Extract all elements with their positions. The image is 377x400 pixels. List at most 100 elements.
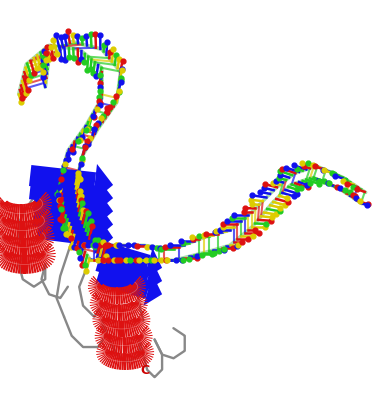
Point — [273, 211, 279, 218]
Polygon shape — [114, 352, 119, 369]
Point — [24, 76, 30, 82]
Polygon shape — [0, 235, 11, 252]
Point — [216, 248, 222, 254]
Point — [257, 189, 263, 195]
Polygon shape — [36, 230, 53, 240]
Polygon shape — [36, 252, 46, 270]
Polygon shape — [128, 353, 132, 370]
Point — [173, 257, 179, 264]
Polygon shape — [0, 201, 8, 212]
Point — [88, 30, 94, 37]
Polygon shape — [110, 287, 114, 304]
Point — [332, 173, 338, 179]
Polygon shape — [110, 304, 115, 321]
Point — [28, 71, 34, 78]
Polygon shape — [4, 236, 13, 254]
Polygon shape — [37, 252, 50, 267]
Polygon shape — [98, 350, 112, 360]
Polygon shape — [126, 320, 130, 337]
Polygon shape — [134, 318, 150, 321]
Polygon shape — [35, 235, 45, 253]
Polygon shape — [0, 228, 11, 241]
Point — [18, 99, 24, 105]
Point — [81, 242, 87, 248]
Polygon shape — [97, 348, 113, 354]
Polygon shape — [17, 204, 20, 223]
Point — [350, 191, 356, 198]
Polygon shape — [97, 351, 113, 358]
Polygon shape — [6, 203, 13, 222]
Polygon shape — [134, 317, 149, 328]
Point — [84, 126, 90, 132]
Point — [337, 185, 343, 192]
Polygon shape — [108, 336, 115, 352]
Point — [242, 205, 248, 211]
Point — [120, 57, 126, 64]
Polygon shape — [0, 218, 10, 231]
Polygon shape — [95, 301, 106, 315]
Polygon shape — [37, 252, 52, 265]
Polygon shape — [92, 301, 106, 311]
Polygon shape — [135, 351, 143, 367]
Point — [221, 247, 227, 253]
Point — [106, 257, 112, 264]
Point — [301, 163, 307, 170]
Polygon shape — [99, 318, 109, 332]
Polygon shape — [136, 334, 146, 349]
Polygon shape — [96, 352, 113, 355]
Point — [307, 180, 313, 186]
Point — [213, 228, 219, 234]
Polygon shape — [130, 319, 137, 335]
Polygon shape — [37, 243, 51, 258]
Point — [221, 246, 227, 252]
Polygon shape — [136, 335, 153, 339]
Polygon shape — [134, 317, 145, 331]
Point — [83, 33, 89, 39]
Polygon shape — [17, 238, 21, 257]
Point — [101, 42, 107, 49]
Polygon shape — [37, 253, 56, 257]
Point — [83, 127, 89, 133]
Polygon shape — [133, 336, 139, 352]
Polygon shape — [125, 304, 130, 320]
Point — [320, 166, 326, 173]
Point — [241, 209, 247, 215]
Polygon shape — [18, 221, 22, 240]
Point — [107, 103, 113, 110]
Polygon shape — [104, 335, 112, 350]
Polygon shape — [131, 299, 147, 306]
Polygon shape — [33, 202, 52, 206]
Point — [83, 267, 89, 274]
Polygon shape — [138, 350, 149, 364]
Polygon shape — [2, 202, 10, 220]
Polygon shape — [90, 302, 106, 309]
Polygon shape — [112, 336, 118, 353]
Polygon shape — [138, 350, 152, 360]
Point — [90, 232, 96, 239]
Polygon shape — [0, 199, 8, 206]
Polygon shape — [28, 238, 33, 256]
Polygon shape — [35, 218, 50, 231]
Point — [158, 246, 164, 252]
Point — [321, 167, 327, 174]
Point — [277, 204, 284, 211]
Point — [119, 67, 125, 73]
Point — [229, 215, 235, 221]
Point — [79, 200, 85, 206]
Point — [60, 167, 66, 174]
Point — [79, 155, 85, 162]
Polygon shape — [29, 254, 34, 274]
Point — [81, 242, 87, 248]
Polygon shape — [88, 285, 104, 288]
Point — [211, 249, 217, 256]
Point — [209, 251, 215, 257]
Polygon shape — [134, 311, 147, 322]
Polygon shape — [117, 337, 121, 354]
Point — [299, 160, 305, 166]
Polygon shape — [91, 278, 104, 290]
Point — [56, 184, 62, 191]
Point — [77, 255, 83, 262]
Point — [264, 221, 270, 227]
Polygon shape — [9, 203, 15, 222]
Polygon shape — [6, 219, 14, 238]
